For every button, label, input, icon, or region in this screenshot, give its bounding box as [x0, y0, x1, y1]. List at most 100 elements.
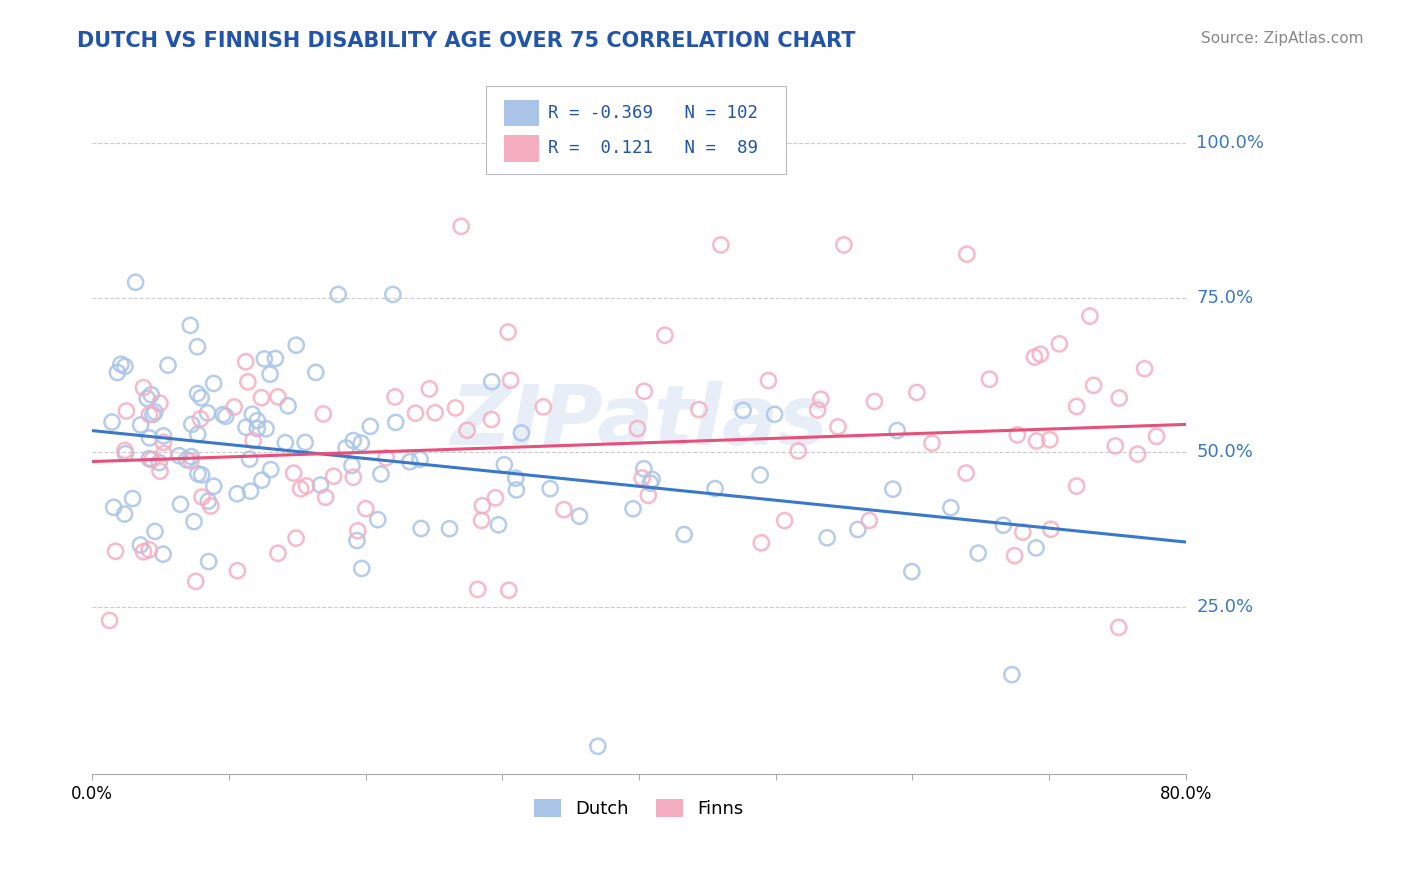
Point [806, 403, 828, 417]
Point [121, 491, 143, 506]
Point [315, 490, 337, 504]
Point [1108, 391, 1130, 405]
Point [498, 583, 520, 598]
Point [143, 405, 166, 419]
Point [169, 497, 191, 511]
Point [481, 412, 503, 426]
Point [179, 318, 201, 333]
Point [138, 408, 160, 422]
Text: 50.0%: 50.0% [1197, 443, 1253, 461]
Point [294, 435, 316, 450]
Point [138, 542, 160, 557]
Point [186, 340, 208, 354]
Text: 75.0%: 75.0% [1197, 288, 1254, 307]
Point [98, 614, 121, 628]
Point [882, 482, 904, 496]
Point [167, 449, 190, 463]
Point [180, 453, 202, 467]
Point [1066, 400, 1088, 414]
Point [295, 479, 318, 493]
Point [176, 452, 198, 467]
Point [621, 501, 644, 516]
Point [1025, 434, 1047, 448]
Point [322, 469, 344, 483]
Point [673, 527, 696, 541]
Point [423, 406, 446, 420]
Point [235, 420, 257, 434]
Point [277, 399, 299, 413]
Point [129, 417, 152, 432]
Point [1039, 433, 1062, 447]
Point [1001, 667, 1024, 681]
Point [104, 544, 127, 558]
Point [260, 462, 283, 476]
Point [1004, 549, 1026, 563]
Point [505, 483, 527, 497]
Point [138, 431, 160, 445]
Point [633, 461, 655, 475]
Point [688, 402, 710, 417]
Point [758, 374, 780, 388]
Point [190, 391, 212, 405]
Point [496, 325, 519, 339]
Point [143, 524, 166, 539]
Point [815, 531, 838, 545]
Point [1024, 350, 1046, 364]
Point [939, 500, 962, 515]
Point [846, 523, 869, 537]
FancyBboxPatch shape [486, 87, 786, 174]
Point [200, 499, 222, 513]
Point [138, 451, 160, 466]
Point [242, 434, 264, 448]
Point [187, 467, 209, 481]
Point [253, 351, 276, 366]
Point [553, 502, 575, 516]
Point [246, 421, 269, 435]
Point [149, 396, 172, 410]
Bar [505, 100, 540, 127]
Legend: Dutch, Finns: Dutch, Finns [527, 791, 751, 825]
Point [305, 365, 328, 379]
Point [240, 407, 263, 421]
Point [439, 522, 461, 536]
Point [246, 414, 269, 428]
Point [1039, 522, 1062, 536]
Point [350, 561, 373, 575]
Point [384, 416, 406, 430]
Point [510, 425, 533, 440]
Point [197, 406, 219, 420]
Point [141, 388, 163, 402]
Text: 100.0%: 100.0% [1197, 134, 1264, 152]
Point [156, 358, 179, 372]
Point [1126, 447, 1149, 461]
Text: R =  0.121   N =  89: R = 0.121 N = 89 [548, 139, 758, 157]
Point [858, 513, 880, 527]
Point [399, 455, 422, 469]
Point [863, 394, 886, 409]
Point [494, 458, 516, 472]
Point [346, 533, 368, 548]
Point [226, 564, 249, 578]
Point [184, 574, 207, 589]
Point [342, 434, 364, 448]
Point [180, 450, 202, 464]
Point [141, 452, 163, 467]
Point [993, 518, 1015, 533]
Point [250, 473, 273, 487]
Point [773, 514, 796, 528]
Point [152, 429, 174, 443]
Point [456, 423, 478, 437]
Point [212, 408, 235, 422]
Point [149, 464, 172, 478]
Point [1078, 309, 1101, 323]
Point [290, 482, 312, 496]
Point [470, 513, 492, 527]
Point [955, 466, 977, 480]
Point [129, 538, 152, 552]
Point [381, 287, 404, 301]
Point [142, 408, 165, 422]
Point [638, 476, 661, 491]
Point [538, 482, 561, 496]
Point [309, 478, 332, 492]
Point [215, 409, 238, 424]
